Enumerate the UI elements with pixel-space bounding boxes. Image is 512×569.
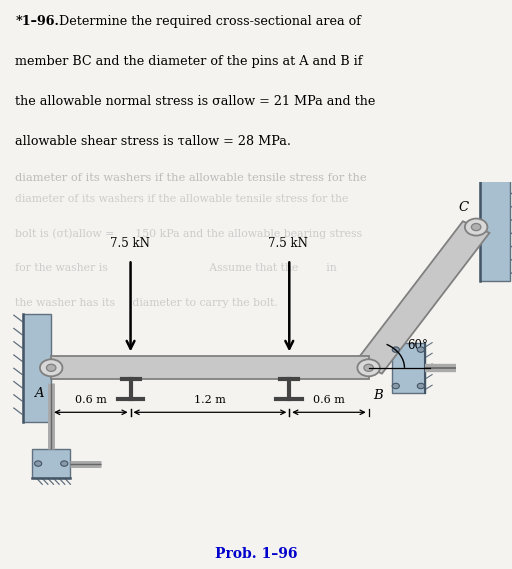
FancyBboxPatch shape xyxy=(480,173,510,281)
Circle shape xyxy=(60,461,68,466)
Text: *1–96.: *1–96. xyxy=(15,15,59,27)
FancyBboxPatch shape xyxy=(32,449,71,478)
Text: allowable shear stress is τallow = 28 MPa.: allowable shear stress is τallow = 28 MP… xyxy=(15,135,291,148)
Polygon shape xyxy=(355,221,489,374)
Circle shape xyxy=(417,384,424,389)
Circle shape xyxy=(364,364,373,372)
Text: C: C xyxy=(458,200,468,213)
Circle shape xyxy=(357,359,380,376)
Text: bolt is (σt)allow =      150 kPa and the allowable bearing stress: bolt is (σt)allow = 150 kPa and the allo… xyxy=(15,229,362,239)
Text: B: B xyxy=(373,389,382,402)
Text: 60°: 60° xyxy=(407,339,428,352)
Text: 0.6 m: 0.6 m xyxy=(313,394,345,405)
Circle shape xyxy=(417,347,424,352)
Text: member BC and the diameter of the pins at A and B if: member BC and the diameter of the pins a… xyxy=(15,55,363,68)
Polygon shape xyxy=(51,356,369,380)
Text: Prob. 1–96: Prob. 1–96 xyxy=(215,546,297,560)
Circle shape xyxy=(34,461,42,466)
Text: 0.6 m: 0.6 m xyxy=(75,394,107,405)
Text: Determine the required cross-sectional area of: Determine the required cross-sectional a… xyxy=(59,15,361,27)
Circle shape xyxy=(47,364,56,372)
Circle shape xyxy=(465,218,487,236)
Text: diameter of its washers if the allowable tensile stress for the: diameter of its washers if the allowable… xyxy=(15,173,367,183)
Text: 1.2 m: 1.2 m xyxy=(194,394,226,405)
FancyBboxPatch shape xyxy=(23,314,51,422)
Circle shape xyxy=(472,224,481,230)
Text: A: A xyxy=(34,387,43,400)
Circle shape xyxy=(40,359,62,376)
Text: 7.5 kN: 7.5 kN xyxy=(268,237,308,250)
Circle shape xyxy=(392,347,399,352)
Circle shape xyxy=(392,384,399,389)
Text: diameter of its washers if the allowable tensile stress for the: diameter of its washers if the allowable… xyxy=(15,193,349,204)
Text: the allowable normal stress is σallow = 21 MPa and the: the allowable normal stress is σallow = … xyxy=(15,94,376,108)
Text: 7.5 kN: 7.5 kN xyxy=(110,237,150,250)
FancyBboxPatch shape xyxy=(392,343,425,393)
Text: the washer has its     diameter to carry the bolt.: the washer has its diameter to carry the… xyxy=(15,298,278,308)
Text: for the washer is                             Assume that the        in: for the washer is Assume that the in xyxy=(15,263,337,273)
